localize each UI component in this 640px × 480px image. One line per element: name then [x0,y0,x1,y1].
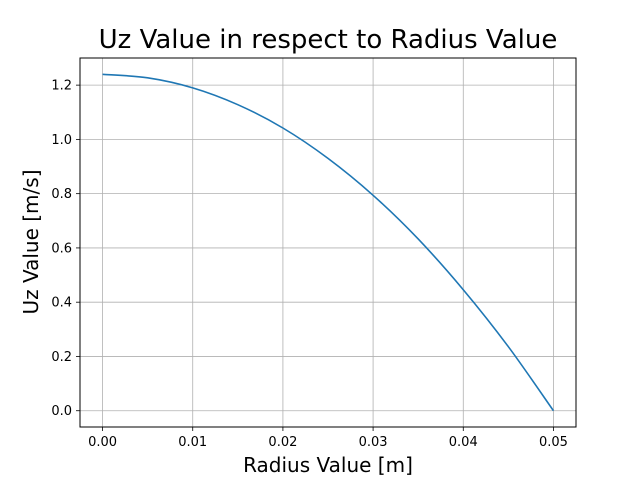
x-tick-label: 0.04 [449,435,478,450]
x-axis-label: Radius Value [m] [243,453,413,477]
y-tick-label: 0.4 [51,296,72,311]
y-tick-label: 0.0 [51,404,72,419]
y-tick-label: 1.2 [51,79,72,94]
y-tick-label: 0.2 [51,350,72,365]
y-tick-label: 0.6 [51,241,72,256]
tick-layer: 0.00 0.01 0.02 0.03 0.04 0.05 0.0 0.2 0.4 0.6 0.8 1… [51,79,568,450]
x-tick-label: 0.02 [268,435,297,450]
plot-frame [79,57,577,428]
y-tick-label: 1.0 [51,133,72,148]
grid-lines [80,58,576,427]
x-tick-label: 0.03 [359,435,388,450]
chart-title: Uz Value in respect to Radius Value [99,25,558,55]
x-tick-label: 0.05 [539,435,568,450]
x-tick-label: 0.00 [88,435,117,450]
y-tick-label: 0.8 [51,187,72,202]
x-tick-label: 0.01 [178,435,207,450]
y-axis-label: Uz Value [m/s] [19,169,43,314]
series-line-0 [102,73,555,412]
series-layer [102,73,555,412]
